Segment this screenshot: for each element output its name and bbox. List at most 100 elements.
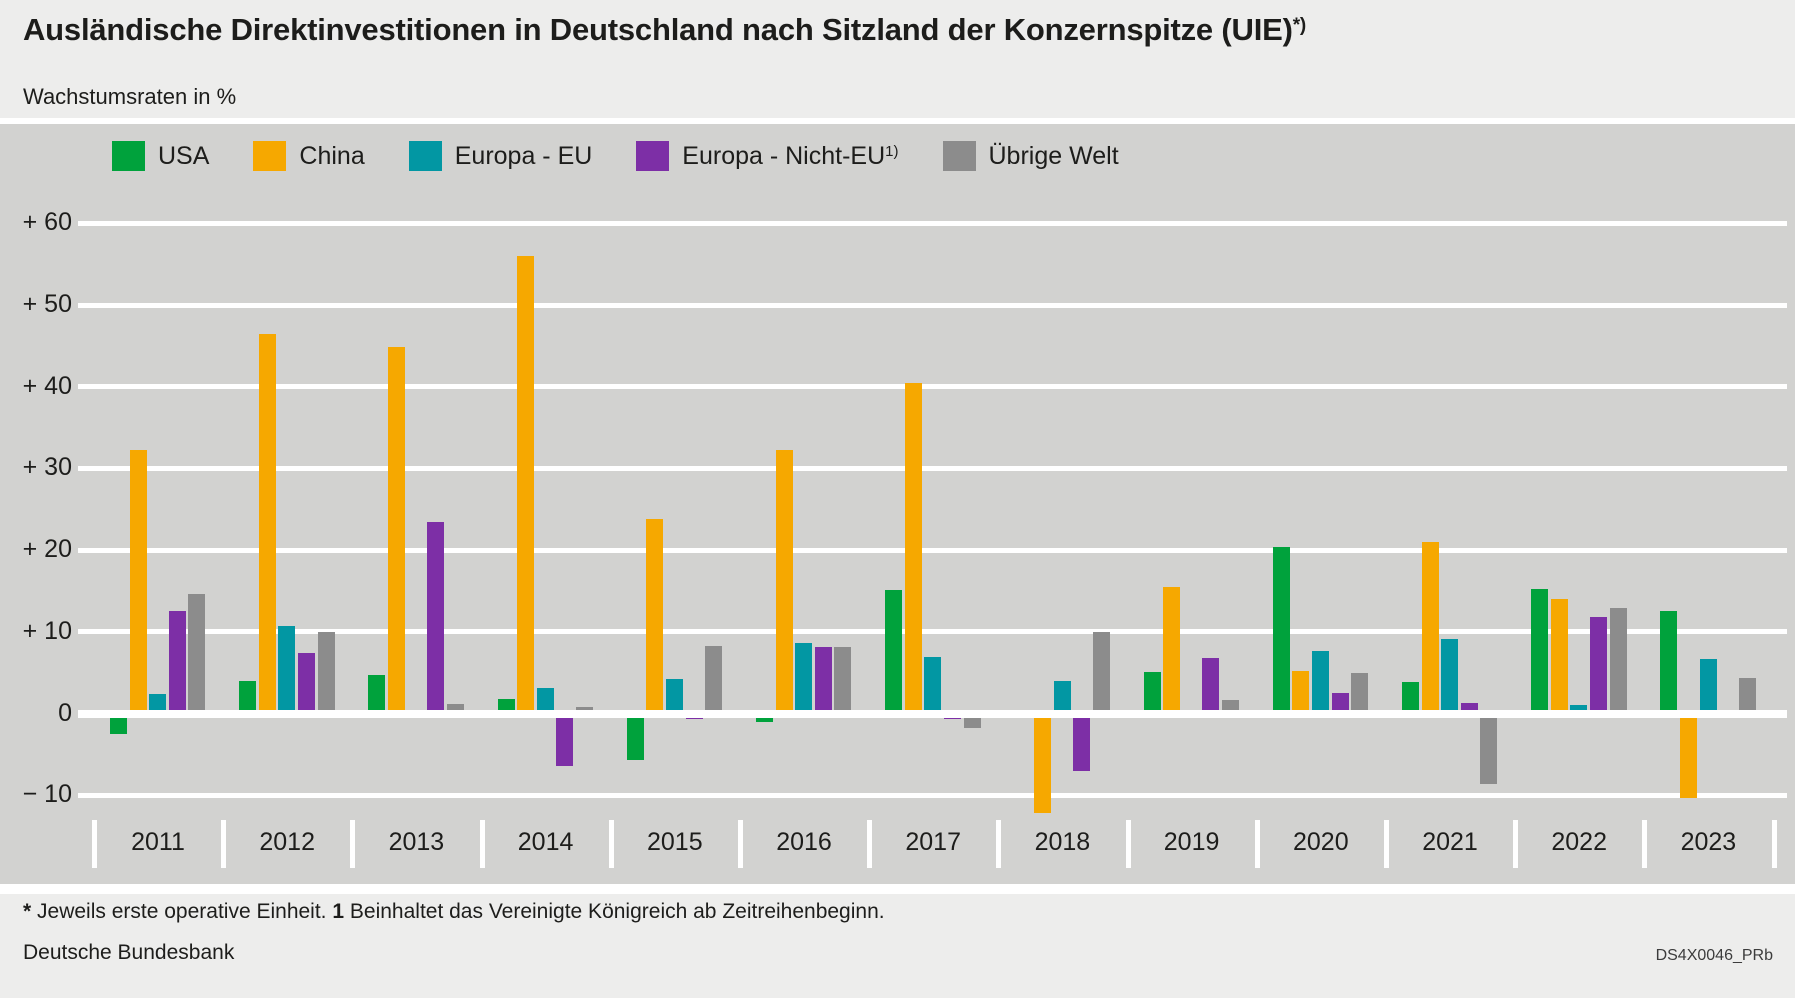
bar-2011-china bbox=[129, 449, 147, 714]
bar-2023--brige-welt bbox=[1738, 677, 1756, 714]
legend-swatch bbox=[253, 141, 287, 171]
y-axis-tick-50: + 50 bbox=[22, 290, 72, 318]
footnote-one-marker: 1 bbox=[332, 900, 345, 923]
bar-2013-europa-nicht-eu bbox=[427, 521, 445, 714]
bar-2012-europa-nicht-eu bbox=[298, 653, 315, 714]
gridline-40 bbox=[78, 384, 1787, 390]
zero-gridline bbox=[78, 709, 1787, 718]
legend-item-europa-eu: Europa - EU bbox=[408, 141, 593, 171]
bar-2021-europa-nicht-eu bbox=[1460, 702, 1478, 714]
legend-footnote-marker: 1) bbox=[885, 142, 899, 160]
header-separator bbox=[0, 118, 1795, 124]
footnote-one-text: Beinhaltet das Vereinigte Königreich ab … bbox=[349, 900, 885, 923]
legend-swatch bbox=[636, 141, 670, 171]
chart-code: DS4X0046_PRb bbox=[1655, 947, 1773, 964]
bar-2021--brige-welt bbox=[1480, 713, 1498, 784]
y-axis-tick-30: + 30 bbox=[22, 453, 72, 482]
legend-swatch bbox=[408, 141, 442, 171]
legend-swatch bbox=[112, 141, 145, 171]
year-tick-separator bbox=[479, 820, 485, 868]
x-axis-label-2015: 2015 bbox=[646, 828, 703, 856]
bar-2020-usa bbox=[1272, 546, 1290, 714]
gridline-20 bbox=[78, 547, 1787, 553]
x-axis-label-2020: 2020 bbox=[1292, 828, 1349, 856]
footnote-star-text: Jeweils erste operative Einheit. bbox=[37, 900, 327, 923]
x-axis-label-2022: 2022 bbox=[1551, 828, 1607, 856]
bar-2018-china bbox=[1034, 713, 1051, 814]
bar-2011-europa-eu bbox=[149, 693, 167, 714]
bar-2020-china bbox=[1292, 671, 1310, 714]
year-tick-separator bbox=[996, 820, 1002, 868]
x-axis-label-2012: 2012 bbox=[259, 828, 315, 856]
gridline-30 bbox=[78, 465, 1787, 471]
year-tick-separator bbox=[867, 820, 873, 868]
legend-label: Europa - Nicht-EU1) bbox=[682, 141, 899, 170]
bar-2019-europa-nicht-eu bbox=[1202, 657, 1220, 714]
bar-2015-china bbox=[646, 519, 664, 714]
bar-2015--brige-welt bbox=[705, 645, 723, 714]
legend-label: Übrige Welt bbox=[988, 141, 1119, 170]
bar-2019-usa bbox=[1143, 671, 1161, 714]
legend-label: Europa - EU bbox=[454, 141, 593, 170]
page-title-text: Ausländische Direktinvestitionen in Deut… bbox=[23, 12, 1293, 47]
x-axis-label-2017: 2017 bbox=[905, 828, 961, 856]
bar-2014-europa-eu bbox=[536, 688, 554, 714]
year-tick-separator bbox=[1513, 820, 1519, 868]
x-axis-label-2021: 2021 bbox=[1422, 828, 1478, 856]
page-title-footnote-marker: *) bbox=[1292, 15, 1307, 36]
chart-subtitle: Wachstumsraten in % bbox=[23, 84, 237, 109]
bar-2011-usa bbox=[110, 713, 127, 734]
x-axis-label-2018: 2018 bbox=[1034, 828, 1091, 856]
y-axis-tick-20: + 20 bbox=[22, 535, 72, 564]
bar-2023-europa-eu bbox=[1699, 658, 1717, 714]
bar-2016--brige-welt bbox=[834, 647, 852, 714]
bar-2022-china bbox=[1550, 599, 1568, 714]
y-axis-tick-40: + 40 bbox=[22, 371, 72, 400]
bar-2012-usa bbox=[239, 680, 257, 714]
bar-2018--brige-welt bbox=[1092, 631, 1110, 714]
footnote: * Jeweils erste operative Einheit. 1 Bei… bbox=[23, 900, 885, 924]
x-axis-label-2019: 2019 bbox=[1163, 828, 1220, 856]
legend-label: USA bbox=[158, 141, 210, 170]
plot-area: USA China Europa - EU Europa - Nicht-EU1) Üb… bbox=[0, 124, 1795, 884]
x-axis-label-2023: 2023 bbox=[1680, 828, 1737, 856]
bar-2011-europa-nicht-eu bbox=[168, 611, 186, 714]
y-axis-tick-60: + 60 bbox=[22, 208, 72, 237]
year-tick-separator bbox=[350, 820, 356, 868]
bar-2017-usa bbox=[885, 590, 903, 714]
bar-2021-china bbox=[1421, 541, 1439, 714]
source-label: Deutsche Bundesbank bbox=[23, 941, 235, 964]
bar-2022-europa-eu bbox=[1570, 705, 1588, 714]
gridline-50 bbox=[78, 302, 1787, 308]
bar-2022-usa bbox=[1531, 589, 1549, 714]
bar-2018-europa-eu bbox=[1053, 680, 1071, 714]
bar-2015-europa-eu bbox=[666, 679, 683, 714]
year-tick-separator bbox=[1254, 820, 1260, 868]
bar-2013-china bbox=[388, 346, 405, 714]
bar-2017-europa-eu bbox=[924, 657, 942, 714]
bar-2011--brige-welt bbox=[188, 594, 206, 714]
gridline-10 bbox=[78, 629, 1787, 635]
bar-2022--brige-welt bbox=[1609, 608, 1627, 714]
y-axis-tick--10: − 10 bbox=[22, 780, 72, 809]
legend-swatch bbox=[942, 141, 976, 171]
gridline--10 bbox=[78, 792, 1787, 798]
bar-2020--brige-welt bbox=[1351, 672, 1369, 714]
bar-2021-europa-eu bbox=[1441, 639, 1459, 714]
bar-2013--brige-welt bbox=[446, 703, 464, 714]
x-axis-label-2014: 2014 bbox=[517, 828, 574, 856]
year-tick-separator bbox=[1642, 820, 1648, 868]
bar-2012--brige-welt bbox=[317, 631, 335, 714]
year-tick-separator bbox=[738, 820, 743, 868]
legend-label: China bbox=[299, 141, 365, 170]
year-tick-separator bbox=[92, 820, 97, 868]
bar-2022-europa-nicht-eu bbox=[1590, 617, 1607, 714]
page-title: Ausländische Direktinvestitionen in Deut… bbox=[23, 12, 1306, 48]
bar-2016-china bbox=[775, 449, 793, 714]
x-axis-label-2016: 2016 bbox=[776, 828, 832, 856]
bar-2016-usa bbox=[756, 713, 773, 723]
gridline-60 bbox=[78, 220, 1787, 226]
bar-2017-china bbox=[904, 382, 922, 714]
footnote-star-marker: * bbox=[23, 900, 32, 923]
